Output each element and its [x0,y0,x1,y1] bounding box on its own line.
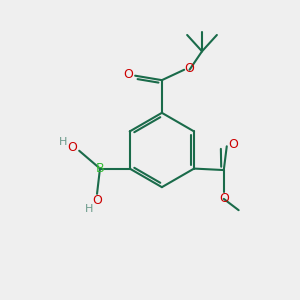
Text: O: O [124,68,134,81]
Text: H: H [59,137,67,147]
Text: O: O [92,194,102,207]
Text: O: O [68,141,78,154]
Text: B: B [96,162,104,175]
Text: O: O [219,192,229,206]
Text: O: O [184,62,194,75]
Text: H: H [85,204,93,214]
Text: O: O [228,138,238,151]
